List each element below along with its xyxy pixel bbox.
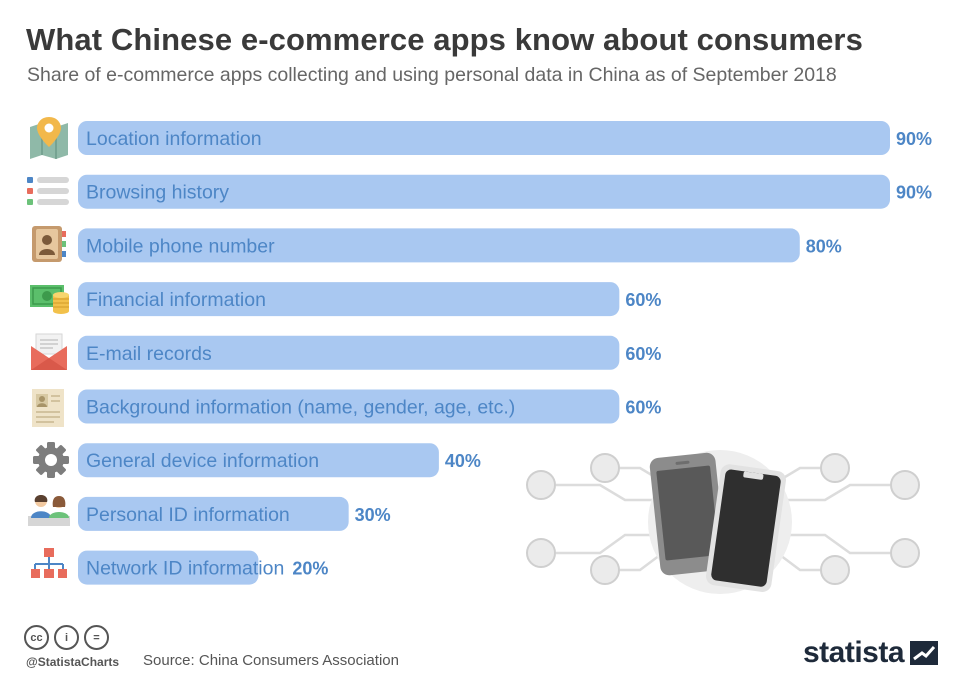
bar-chart: Location information 90% Browsing history 9… (27, 117, 932, 594)
bar-label: General device information (86, 450, 319, 472)
bar-label: Location information (86, 128, 262, 150)
bar[interactable] (78, 174, 890, 209)
license-icons: cc i = (24, 625, 109, 650)
no-derivatives-icon[interactable]: = (84, 625, 109, 650)
bar-label: E-mail records (86, 343, 212, 365)
chart-title: What Chinese e-commerce apps know about … (26, 22, 863, 57)
bar-label: Mobile phone number (86, 235, 275, 257)
source-note: Source: China Consumers Association (143, 652, 399, 669)
address-book-icon (32, 226, 66, 262)
list-icon (27, 177, 69, 205)
bar-value-label: 30% (355, 505, 391, 525)
resume-icon (32, 389, 64, 427)
bar-value-label: 60% (625, 398, 661, 418)
bar-value-label: 60% (625, 344, 661, 364)
attribution-icon[interactable]: i (54, 625, 79, 650)
bar[interactable] (78, 228, 800, 263)
people-icon (28, 495, 70, 526)
brand-name: statista (803, 636, 905, 669)
bar-value-label: 60% (625, 290, 661, 310)
bar-label: Background information (name, gender, ag… (86, 397, 515, 419)
chart-subtitle: Share of e-commerce apps collecting and … (27, 64, 837, 86)
money-icon (30, 285, 69, 314)
bar[interactable] (78, 496, 349, 531)
bar-label: Network ID information (86, 558, 284, 580)
bar-label: Browsing history (86, 182, 229, 204)
phones-illustration-icon (526, 450, 920, 594)
envelope-icon (31, 333, 67, 370)
bar[interactable] (78, 335, 620, 370)
statista-logo-icon (910, 641, 939, 665)
gear-icon (33, 442, 69, 478)
bar-value-label: 40% (445, 451, 481, 471)
map-pin-icon (30, 117, 68, 159)
bar-value-label: 20% (292, 559, 328, 579)
bar[interactable] (78, 389, 620, 424)
statista-logo[interactable]: statista (803, 636, 939, 670)
bar-label: Personal ID information (86, 504, 290, 526)
bar[interactable] (78, 443, 439, 478)
bar[interactable] (78, 121, 890, 155)
bar-value-label: 90% (896, 183, 932, 203)
bar[interactable] (78, 282, 620, 317)
bar[interactable] (78, 550, 259, 585)
network-icon (31, 548, 67, 578)
cc-license-icon[interactable]: cc (24, 625, 49, 650)
bar-label: Financial information (86, 289, 266, 311)
bar-value-label: 90% (896, 129, 932, 149)
bar-value-label: 80% (806, 236, 842, 256)
twitter-handle[interactable]: @StatistaCharts (26, 655, 120, 669)
